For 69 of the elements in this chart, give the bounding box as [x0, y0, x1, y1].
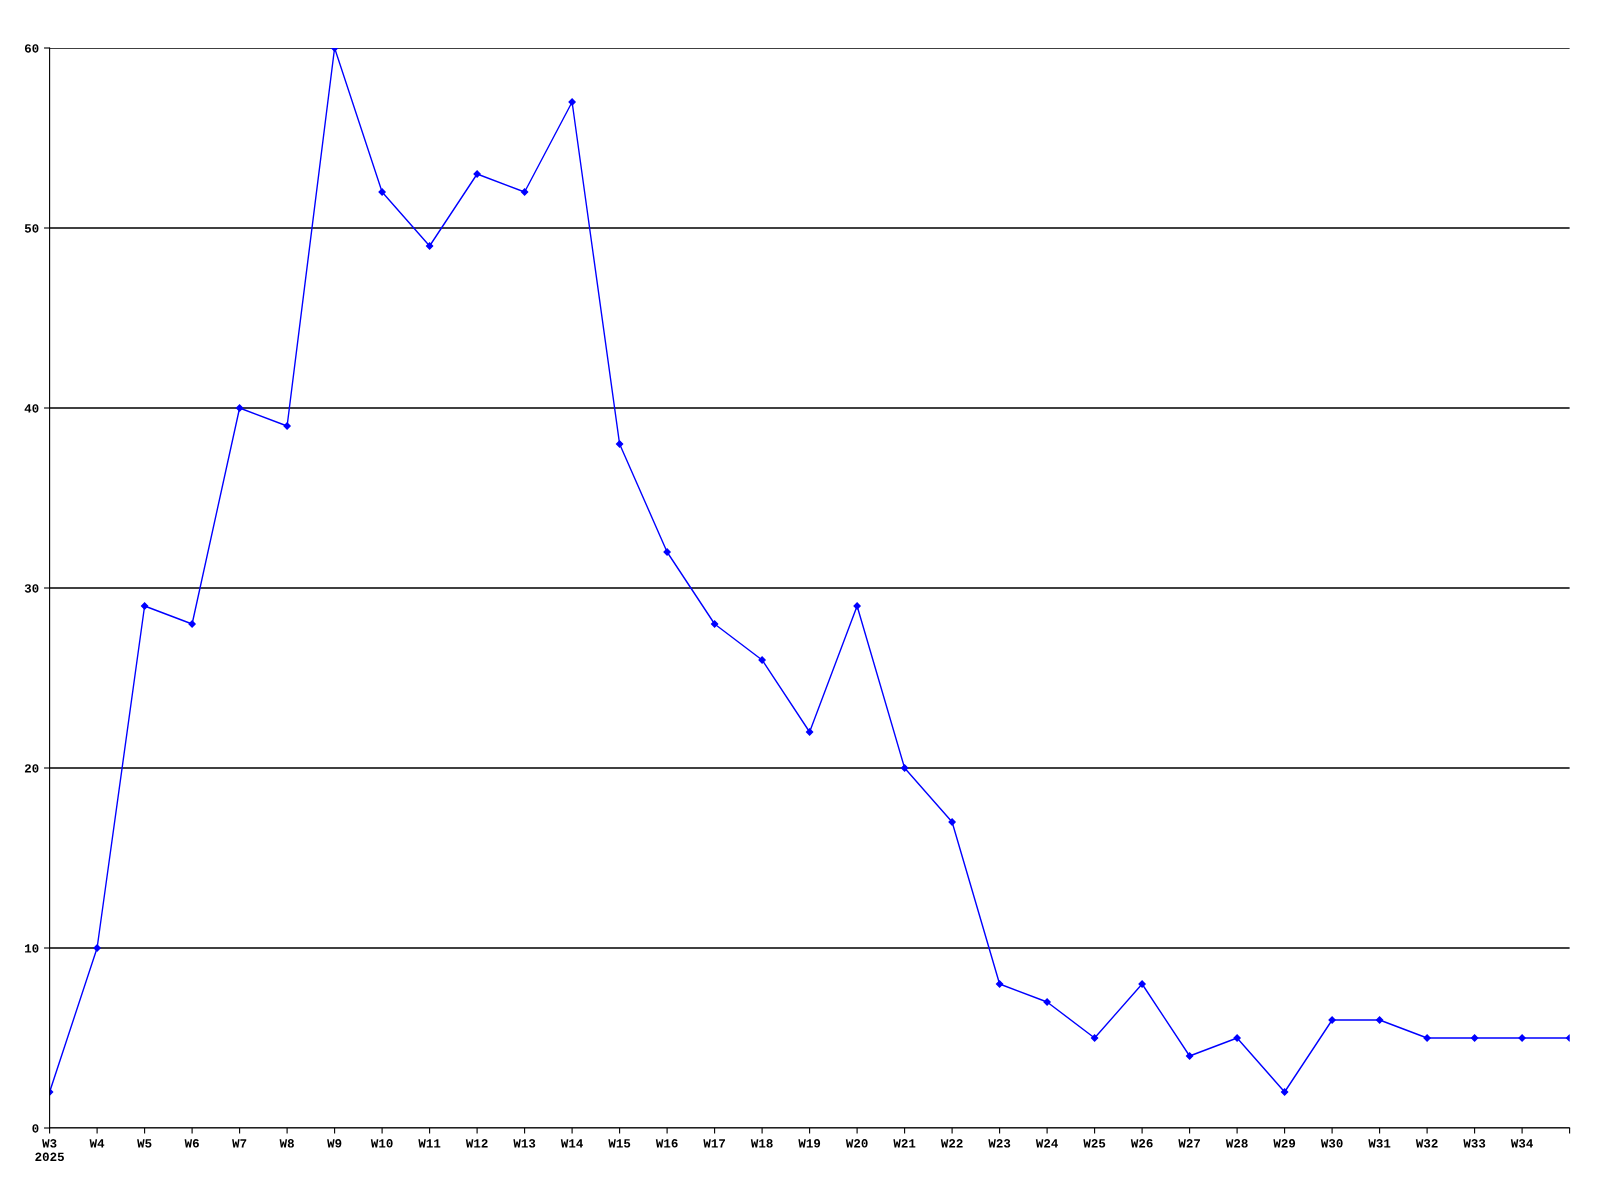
x-tick-label: W27 [1178, 1139, 1201, 1148]
point [995, 980, 1004, 988]
x-tick-label: W25 [1083, 1139, 1106, 1148]
x-tick-label: W17 [703, 1139, 726, 1148]
x-tick-label: W18 [750, 1139, 773, 1148]
x-tick-label: W32 [1415, 1139, 1438, 1148]
point [1423, 1034, 1431, 1042]
point [758, 656, 766, 664]
x-tick-label: W33 [1463, 1139, 1486, 1148]
point [1090, 1034, 1099, 1042]
x-tick-label: W29 [1273, 1139, 1296, 1148]
point [378, 188, 386, 196]
point [948, 818, 956, 826]
point [1518, 1034, 1526, 1042]
x-tick-label: W5 [137, 1139, 152, 1148]
point [473, 170, 481, 178]
point [520, 188, 529, 196]
x-tick-label: W34 [1510, 1139, 1533, 1148]
y-tick-label: 10 [25, 944, 39, 953]
x-tick-label: W14 [560, 1139, 583, 1148]
point [188, 620, 196, 628]
x-tick-label: W8 [279, 1139, 294, 1148]
x-tick-label: W15 [608, 1139, 631, 1148]
x-tick-label: W3 2025 [35, 1139, 64, 1162]
x-tick-label: W9 [327, 1139, 342, 1148]
x-tick-label: W16 [655, 1139, 678, 1148]
x-tick-label: W26 [1130, 1139, 1153, 1148]
point [1280, 1088, 1289, 1096]
x-tick-label: W31 [1368, 1139, 1391, 1148]
y-tick-label: 60 [24, 44, 39, 53]
point [1375, 1016, 1384, 1024]
x-tick-label: W23 [988, 1139, 1011, 1148]
point [1328, 1016, 1336, 1024]
x-tick-label: W10 [370, 1139, 393, 1148]
x-tick-label: W22 [940, 1139, 963, 1148]
y-tick-label: 20 [24, 764, 39, 773]
point [663, 548, 671, 556]
x-tick-label: W28 [1225, 1139, 1248, 1148]
point [1043, 998, 1051, 1006]
x-tick-label: W20 [845, 1139, 868, 1148]
point [283, 422, 291, 430]
point [853, 602, 861, 610]
x-tick-label: W6 [184, 1139, 199, 1148]
point [235, 404, 244, 412]
point [1138, 980, 1146, 988]
point [1185, 1052, 1194, 1060]
point [805, 728, 814, 736]
y-tick-label: 30 [24, 584, 39, 593]
x-tick-label: W4 [89, 1139, 105, 1148]
y-tick-label: 0 [32, 1124, 39, 1133]
point [615, 440, 624, 448]
x-tick-label: W30 [1320, 1139, 1343, 1148]
x-tick-label: W11 [418, 1139, 441, 1148]
point [425, 242, 434, 250]
point [900, 764, 909, 772]
y-tick-label: 50 [24, 224, 39, 233]
point [140, 602, 149, 610]
point [568, 98, 576, 106]
point [1470, 1034, 1479, 1042]
x-tick-label: W24 [1035, 1139, 1058, 1148]
point [1233, 1034, 1241, 1042]
x-tick-label: W7 [232, 1139, 247, 1148]
x-tick-label: W21 [893, 1139, 916, 1148]
point [710, 620, 719, 628]
y-tick-label: 40 [24, 404, 39, 413]
x-tick-label: W19 [798, 1139, 821, 1148]
x-tick-label: W12 [465, 1139, 488, 1148]
point [93, 944, 101, 952]
x-tick-label: W13 [513, 1139, 536, 1148]
